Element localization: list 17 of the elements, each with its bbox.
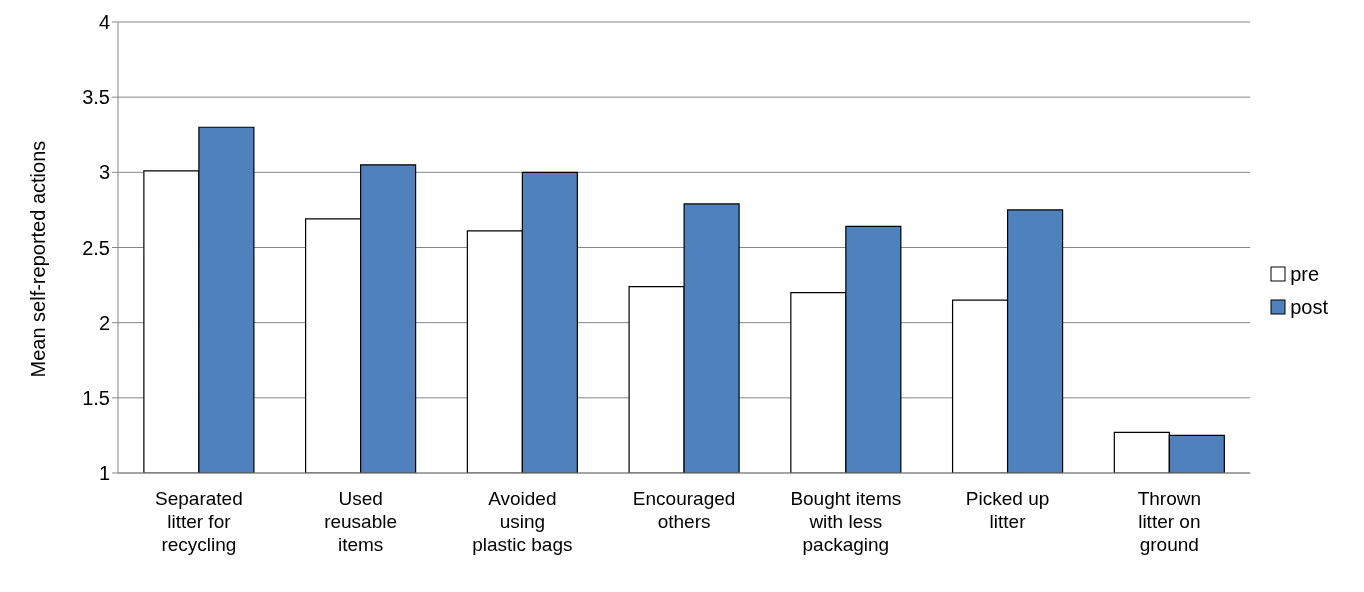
y-tick-label: 1: [98, 462, 110, 485]
y-tick-label: 4: [98, 11, 110, 34]
y-tick-label: 1.5: [82, 386, 110, 409]
x-tick-label: Used reusable items: [324, 488, 398, 555]
x-tick-label: Bought items with less packaging: [790, 488, 902, 555]
x-tick-label: Separated litter for recycling: [155, 488, 243, 555]
x-tick-label: Encouraged others: [632, 488, 736, 532]
x-tick-label: Avoided using plastic bags: [472, 488, 573, 555]
y-tick-label: 2: [98, 311, 110, 334]
y-tick-label: 2.5: [82, 236, 110, 259]
y-tick-label: 3.5: [82, 86, 110, 109]
legend-label: post: [1290, 295, 1328, 319]
x-tick-label: Picked up litter: [965, 488, 1050, 532]
y-tick-label: 3: [98, 161, 110, 184]
x-tick-label: Thrown litter on ground: [1137, 488, 1201, 555]
y-axis-title: Mean self-reported actions: [27, 140, 50, 378]
legend-label: pre: [1290, 262, 1320, 286]
